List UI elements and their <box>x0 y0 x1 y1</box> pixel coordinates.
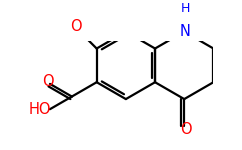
Text: H: H <box>180 2 190 15</box>
Text: O: O <box>180 122 191 137</box>
Text: O: O <box>71 19 82 34</box>
Text: N: N <box>180 24 190 39</box>
Text: HO: HO <box>29 102 51 117</box>
Text: O: O <box>42 74 53 88</box>
